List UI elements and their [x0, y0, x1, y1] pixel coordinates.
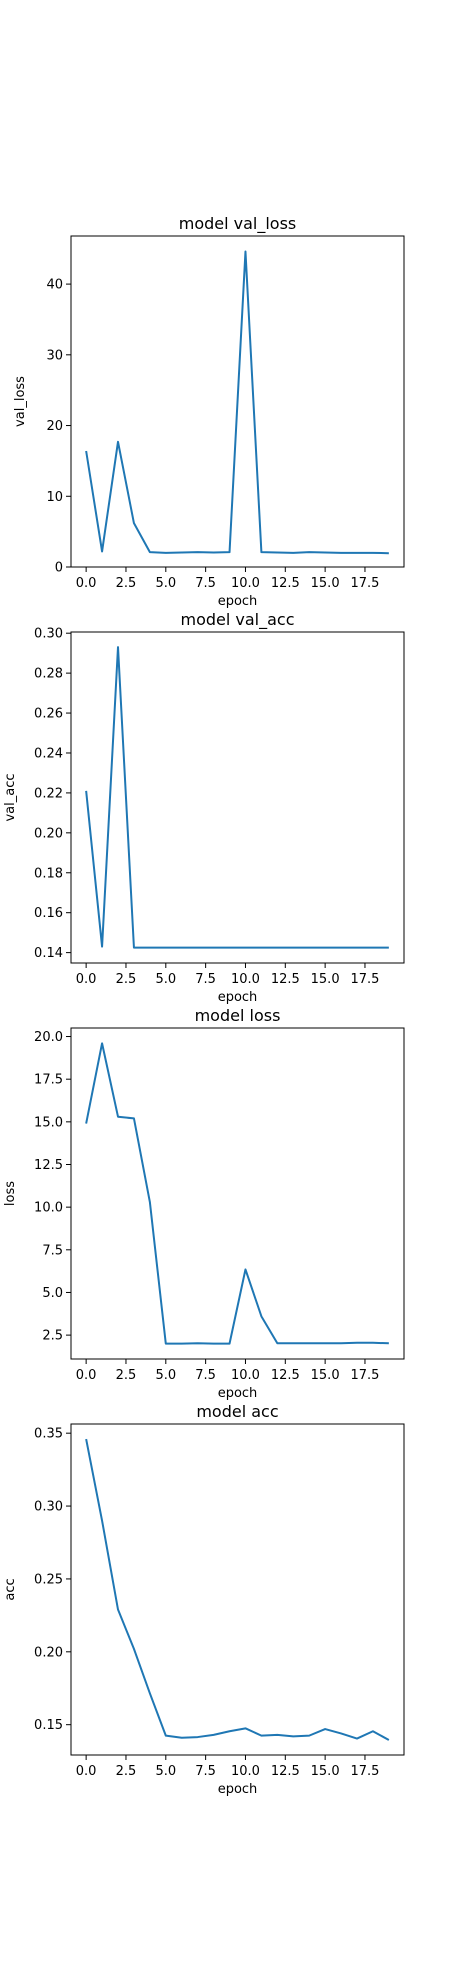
y-tick-label: 10: [46, 490, 63, 505]
y-tick-label: 0.15: [34, 1718, 63, 1733]
x-tick-label: 5.0: [155, 1764, 176, 1779]
y-tick-label: 12.5: [34, 1158, 63, 1173]
chart-panel-loss: model loss epoch loss 0.0 2.5 5.0 7.5 10.0 12…: [3, 1006, 405, 1401]
x-tick-label: 15.0: [311, 972, 340, 987]
series-group: [85, 1438, 390, 1741]
plot-frame: [70, 1423, 405, 1756]
y-tick-label: 0.20: [34, 826, 63, 841]
y-tick-label: 0.22: [34, 786, 63, 801]
chart-title: model acc: [196, 1402, 278, 1421]
x-tick-label: 17.5: [350, 972, 379, 987]
x-ticks: 0.0 2.5 5.0 7.5 10.0 12.5 15.0 17.5: [76, 1359, 379, 1383]
y-tick-label: 0.30: [34, 627, 63, 642]
x-ticks: 0.0 2.5 5.0 7.5 10.0 12.5 15.0 17.5: [76, 567, 379, 591]
x-tick-label: 7.5: [195, 576, 216, 591]
y-tick-label: 10.0: [34, 1201, 63, 1216]
x-tick-label: 10.0: [231, 576, 260, 591]
y-tick-label: 17.5: [34, 1073, 63, 1088]
x-tick-label: 10.0: [231, 1764, 260, 1779]
chart-title: model loss: [195, 1006, 281, 1025]
chart-panel-val-acc: model val_acc epoch val_acc 0.0 2.5 5.0 7.5…: [3, 610, 405, 1005]
x-tick-label: 17.5: [350, 576, 379, 591]
y-ticks: 0.14 0.16 0.18 0.20 0.22 0.24 0.26 0.28 0.30: [34, 627, 71, 961]
x-tick-label: 0.0: [76, 576, 97, 591]
y-tick-label: 0.24: [34, 746, 63, 761]
series-group: [85, 250, 389, 555]
y-tick-label: 0.26: [34, 707, 63, 722]
x-tick-label: 15.0: [311, 1368, 340, 1383]
y-tick-label: 5.0: [42, 1286, 63, 1301]
x-tick-label: 0.0: [76, 1764, 97, 1779]
y-tick-label: 0.20: [34, 1645, 63, 1660]
x-tick-label: 12.5: [271, 576, 300, 591]
x-tick-label: 0.0: [76, 972, 97, 987]
x-tick-label: 12.5: [271, 1764, 300, 1779]
y-tick-label: 0.35: [34, 1427, 63, 1442]
x-axis-label: epoch: [218, 1782, 258, 1797]
x-tick-label: 17.5: [350, 1368, 379, 1383]
y-tick-label: 0.18: [34, 866, 63, 881]
series-group: [85, 646, 389, 949]
series-group: [85, 1042, 389, 1345]
x-tick-label: 10.0: [231, 1368, 260, 1383]
y-ticks: 2.5 5.0 7.5 10.0 12.5 15.0 17.5 20.0: [34, 1030, 71, 1344]
x-ticks: 0.0 2.5 5.0 7.5 10.0 12.5 15.0 17.5: [76, 963, 379, 987]
x-tick-label: 2.5: [116, 1764, 137, 1779]
x-tick-label: 7.5: [195, 1764, 216, 1779]
series-line: [85, 646, 389, 949]
x-tick-label: 15.0: [311, 1764, 340, 1779]
y-tick-label: 20.0: [34, 1030, 63, 1045]
x-axis-label: epoch: [218, 1386, 258, 1401]
y-tick-label: 2.5: [42, 1329, 63, 1344]
plot-frame: [70, 235, 405, 568]
x-tick-label: 12.5: [271, 972, 300, 987]
x-tick-label: 5.0: [155, 576, 176, 591]
y-ticks: 0.15 0.20 0.25 0.30 0.35: [34, 1427, 71, 1733]
series-line: [85, 1042, 389, 1345]
y-tick-label: 20: [46, 419, 63, 434]
y-tick-label: 0.28: [34, 667, 63, 682]
y-axis-label: loss: [3, 1181, 18, 1206]
y-tick-label: 15.0: [34, 1115, 63, 1130]
y-tick-label: 30: [46, 348, 63, 363]
y-tick-label: 0.16: [34, 906, 63, 921]
y-tick-label: 7.5: [42, 1243, 63, 1258]
x-tick-label: 7.5: [195, 972, 216, 987]
y-axis-label: val_loss: [13, 376, 28, 427]
chart-title: model val_acc: [180, 610, 294, 630]
y-axis-label: val_acc: [3, 773, 18, 821]
x-tick-label: 2.5: [116, 576, 137, 591]
series-line: [85, 1438, 390, 1741]
x-tick-label: 17.5: [350, 1764, 379, 1779]
y-tick-label: 0.14: [34, 946, 63, 961]
x-ticks: 0.0 2.5 5.0 7.5 10.0 12.5 15.0 17.5: [76, 1755, 379, 1779]
y-tick-label: 0.25: [34, 1572, 63, 1587]
x-tick-label: 7.5: [195, 1368, 216, 1383]
x-tick-label: 0.0: [76, 1368, 97, 1383]
y-tick-label: 0.30: [34, 1500, 63, 1515]
x-axis-label: epoch: [218, 594, 258, 609]
series-line: [85, 250, 389, 555]
x-tick-label: 5.0: [155, 972, 176, 987]
x-tick-label: 5.0: [155, 1368, 176, 1383]
chart-panel-val-loss: model val_loss epoch val_loss 0.0 2.5 5.0 7…: [13, 214, 405, 609]
plot-frame: [70, 1027, 405, 1360]
x-tick-label: 10.0: [231, 972, 260, 987]
x-tick-label: 2.5: [116, 972, 137, 987]
x-axis-label: epoch: [218, 990, 258, 1005]
y-tick-label: 40: [46, 278, 63, 293]
plot-frame: [70, 631, 405, 964]
y-ticks: 0 10 20 30 40: [46, 278, 71, 576]
y-axis-label: acc: [3, 1578, 18, 1600]
x-tick-label: 2.5: [116, 1368, 137, 1383]
x-tick-label: 12.5: [271, 1368, 300, 1383]
chart-panel-acc: model acc epoch acc 0.0 2.5 5.0 7.5 10.0 12.5…: [3, 1402, 405, 1797]
chart-title: model val_loss: [179, 214, 297, 234]
x-tick-label: 15.0: [311, 576, 340, 591]
y-tick-label: 0: [55, 561, 63, 576]
